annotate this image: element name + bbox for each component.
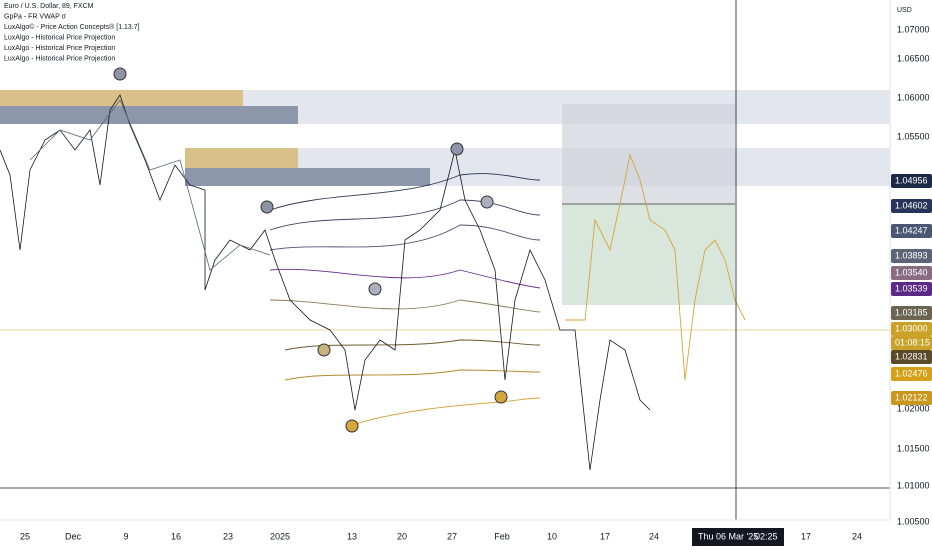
zone xyxy=(185,168,430,186)
time-label: 17 xyxy=(600,531,610,541)
legend-line: LuxAlgo© - Price Action Concepts® [1.13.… xyxy=(4,23,140,31)
pivots xyxy=(113,67,508,433)
projection xyxy=(29,99,271,271)
price xyxy=(0,94,651,471)
price-label: 1.07000 xyxy=(897,24,930,34)
price-tag xyxy=(891,322,932,336)
price-tag-label: 1.02831 xyxy=(895,351,928,361)
price-label: 1.02000 xyxy=(897,403,930,413)
price-tag xyxy=(891,249,932,263)
price-label: 1.06500 xyxy=(897,53,930,63)
price-tag-label: 1.02122 xyxy=(895,392,928,402)
crosshair-tag xyxy=(692,528,784,546)
time-label: Dec xyxy=(65,531,82,541)
price-tag xyxy=(891,367,932,381)
zone xyxy=(185,148,298,168)
time-label: 10 xyxy=(547,531,557,541)
zone xyxy=(0,90,243,106)
price-tag xyxy=(891,282,932,296)
bands xyxy=(269,173,541,426)
projection xyxy=(565,153,746,381)
time-label: 13 xyxy=(347,531,357,541)
price-tag xyxy=(891,224,932,238)
price-tag-label: 1.03539 xyxy=(895,283,928,293)
price-tag-label: 1.02476 xyxy=(895,368,928,378)
time-label: Feb xyxy=(494,531,510,541)
price-label: 1.01500 xyxy=(897,443,930,453)
projection-box xyxy=(562,204,735,305)
price-tag-label: 01:08:15 xyxy=(895,337,930,347)
zones xyxy=(0,90,890,305)
price-tag-label: 1.03893 xyxy=(895,250,928,260)
currency: USD xyxy=(897,7,912,14)
price-tag xyxy=(891,174,932,188)
price-tag xyxy=(891,306,932,320)
price-tag xyxy=(891,391,932,405)
price-tag-label: 1.03540 xyxy=(895,267,928,277)
projection-box xyxy=(562,104,735,204)
time-label: 2025 xyxy=(270,531,290,541)
legend-line: LuxAlgo - Historical Price Projection xyxy=(4,34,115,41)
crosshair-time: 02:25 xyxy=(755,531,778,541)
price-label: 1.00500 xyxy=(897,516,930,526)
time-label: 17 xyxy=(801,531,811,541)
price-label: 1.06000 xyxy=(897,92,930,102)
price-tag xyxy=(891,266,932,280)
labels: Euro / U.S. Dollar, 89, FXCM GpPa - FR VW… xyxy=(4,3,932,546)
time-label: 25 xyxy=(20,531,30,541)
legend-line: Euro / U.S. Dollar, 89, FXCM xyxy=(4,3,94,10)
price-tag-label: 1.04247 xyxy=(895,225,928,235)
time-label: 16 xyxy=(171,531,181,541)
price-tag-label: 1.03000 xyxy=(895,323,928,333)
legend-line: GpPa - FR VWAP σ xyxy=(4,13,67,20)
price-tag xyxy=(891,199,932,213)
price-tag xyxy=(891,350,932,364)
legend-line: LuxAlgo - Historical Price Projection xyxy=(4,55,115,62)
price-tag-label: 1.03185 xyxy=(895,307,928,317)
price-label: 1.05500 xyxy=(897,131,930,141)
price-label: 1.01000 xyxy=(897,480,930,490)
legend-line: LuxAlgo - Historical Price Projection xyxy=(4,45,115,52)
time-label: 24 xyxy=(649,531,659,541)
time-label: 27 xyxy=(447,531,457,541)
crosshair-date: Thu 06 Mar '25 xyxy=(698,531,758,541)
time-label: 23 xyxy=(223,531,233,541)
zone xyxy=(0,106,298,124)
time-label: 24 xyxy=(852,531,862,541)
time-label: 9 xyxy=(123,531,128,541)
time-label: 20 xyxy=(397,531,407,541)
price-tag-label: 1.04602 xyxy=(895,200,928,210)
price-tag xyxy=(891,336,932,350)
price-tag-label: 1.04956 xyxy=(895,175,928,185)
